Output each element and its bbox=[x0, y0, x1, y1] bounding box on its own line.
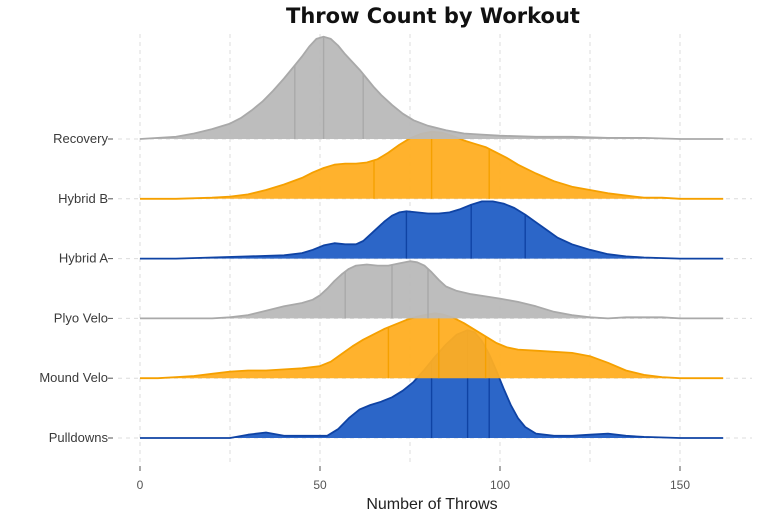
ridge-mound-velo bbox=[140, 312, 724, 380]
density-area bbox=[140, 201, 724, 259]
ridge-hybrid-b bbox=[140, 130, 724, 200]
ridge-plyo-velo bbox=[140, 260, 724, 320]
axes: Pulldowns Mound Velo Plyo Velo Hybrid A Hybr… bbox=[39, 131, 690, 492]
density-outline bbox=[140, 200, 724, 260]
y-tick-label: Mound Velo bbox=[39, 370, 108, 385]
y-tick-label: Pulldowns bbox=[49, 430, 109, 445]
y-tick-label: Recovery bbox=[53, 131, 108, 146]
density-outline bbox=[140, 260, 724, 320]
ridges bbox=[139, 35, 724, 439]
ridge-hybrid-a bbox=[140, 200, 724, 260]
density-outline bbox=[139, 35, 724, 140]
ridge-recovery bbox=[139, 35, 724, 140]
density-area bbox=[140, 261, 724, 319]
y-tick-label: Plyo Velo bbox=[54, 310, 108, 325]
x-tick-label: 150 bbox=[670, 478, 690, 492]
x-tick-label: 50 bbox=[313, 478, 327, 492]
x-tick-label: 100 bbox=[490, 478, 510, 492]
density-area bbox=[140, 313, 724, 379]
y-tick-label: Hybrid A bbox=[59, 251, 108, 266]
x-axis-title: Number of Throws bbox=[366, 496, 497, 513]
y-tick-label: Hybrid B bbox=[58, 191, 108, 206]
x-tick-label: 0 bbox=[137, 478, 144, 492]
density-area bbox=[140, 36, 724, 140]
chart-title: Throw Count by Workout bbox=[286, 4, 580, 28]
